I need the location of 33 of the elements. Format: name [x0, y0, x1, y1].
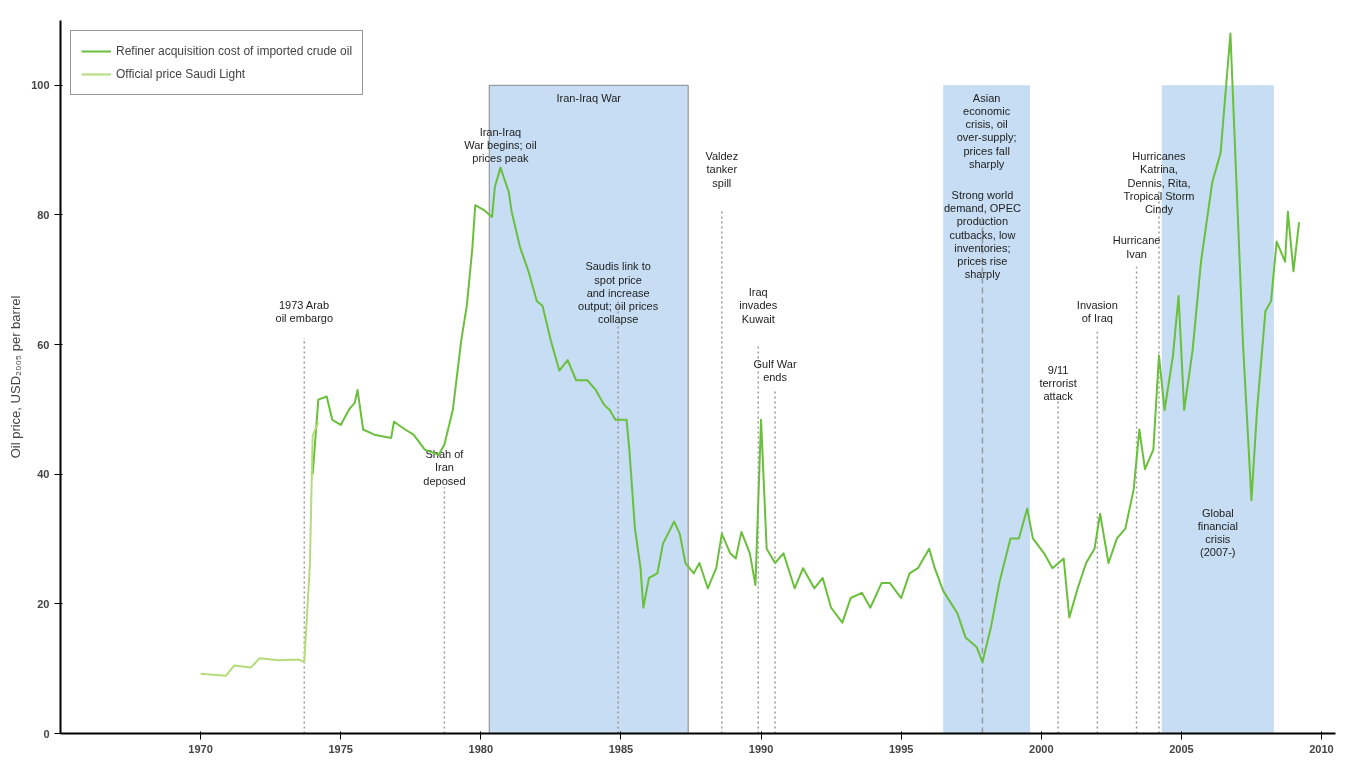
x-tick-label: 1995 — [888, 742, 914, 755]
x-tick-label: 1990 — [748, 742, 774, 755]
y-tick-label: 100 — [31, 79, 50, 92]
ref-line-label: Gulf War ends — [753, 357, 797, 383]
ref-line-label: Valdez tanker spill — [705, 150, 739, 189]
y-tick-label: 0 — [43, 727, 50, 740]
band-label: Asian economic crisis, oil over-supply; prices fall sharply — [956, 91, 1017, 170]
band-label: Iran-Iraq War — [556, 91, 622, 104]
ref-line-label: Hurricane Ivan — [1112, 234, 1161, 260]
ref-line-label: Hurricanes Katrina, Dennis, Rita, Tropical Storm Cindy — [1123, 150, 1195, 215]
x-tick-label: 2005 — [1169, 742, 1194, 755]
ref-line-label: Invasion of Iraq — [1076, 299, 1118, 325]
ref-line-label: Iraq invades Kuwait — [739, 286, 778, 325]
line-series — [199, 421, 320, 677]
y-tick-label: 60 — [37, 338, 50, 351]
x-tick-label: 1970 — [188, 742, 213, 755]
x-tick-label: 2000 — [1029, 742, 1054, 755]
y-tick-label: 20 — [37, 597, 50, 610]
annotation: Iran-Iraq War begins; oil prices peak — [464, 126, 537, 165]
ref-line-label: Saudis link to spot price and increase output; oil prices collapse — [578, 260, 659, 326]
x-tick-label: 2010 — [1309, 742, 1334, 755]
x-tick-label: 1980 — [468, 742, 494, 755]
y-tick-label: 40 — [37, 468, 50, 481]
x-tick-label: 1985 — [608, 742, 634, 755]
legend-label: Official price Saudi Light — [116, 67, 246, 81]
y-tick-label: 80 — [37, 208, 50, 221]
x-tick-label: 1975 — [328, 742, 353, 755]
ref-line-label: 9/11 terrorist attack — [1039, 364, 1077, 403]
ref-line-label: 1973 Arab oil embargo — [275, 299, 334, 325]
ref-line-label: Strong world demand, OPEC production cutbacks, low inventories; prices rise sharply — [943, 189, 1021, 281]
legend-label: Refiner acquisition cost of imported crude oil — [116, 44, 353, 58]
y-axis-title: Oil price, USD₂₀₀₅ per barrel — [8, 295, 24, 459]
band-label: Global financial crisis (2007-) — [1197, 506, 1238, 559]
